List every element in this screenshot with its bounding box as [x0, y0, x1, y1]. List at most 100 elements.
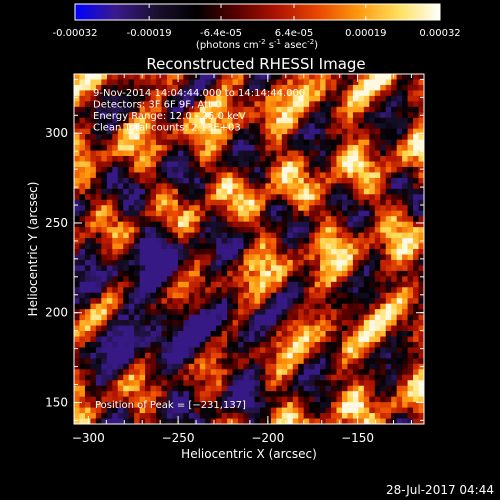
heatmap-cell [194, 95, 201, 102]
heatmap-cell [396, 331, 403, 337]
heatmap-cell [325, 112, 332, 119]
heatmap-cell [287, 374, 294, 381]
heatmap-cell [336, 172, 343, 179]
heatmap-cell [391, 402, 397, 408]
heatmap-cell [374, 145, 381, 151]
heatmap-cell [259, 418, 266, 424]
heatmap-cell [374, 254, 381, 261]
heatmap-cell [341, 74, 348, 80]
heatmap-cell [172, 292, 179, 299]
colorbar-units: (photons cm-2 s-1 asec-2) [196, 38, 318, 51]
heatmap-cell [363, 101, 370, 108]
heatmap-cell [374, 139, 381, 146]
heatmap-cell [194, 254, 201, 261]
heatmap-cell [249, 259, 255, 266]
heatmap-cell [287, 79, 294, 86]
heatmap-cell [309, 172, 315, 179]
heatmap-cell [161, 150, 168, 157]
heatmap-cell [418, 254, 424, 261]
heatmap-cell [183, 183, 190, 190]
heatmap-cell [249, 183, 255, 190]
heatmap-cell [254, 325, 261, 332]
heatmap-cell [227, 391, 233, 397]
heatmap-cell [314, 402, 321, 408]
heatmap-cell [249, 358, 255, 365]
heatmap-cell [194, 210, 201, 217]
heatmap-cell [139, 331, 146, 337]
heatmap-cell [139, 407, 146, 414]
heatmap-cell [188, 172, 195, 179]
heatmap-cell [298, 199, 304, 206]
heatmap-cell [418, 358, 424, 365]
heatmap-cell [396, 238, 403, 244]
heatmap-cell [84, 374, 91, 381]
heatmap-cell [161, 336, 168, 343]
heatmap-cell [161, 259, 168, 266]
heatmap-cell [314, 79, 321, 86]
heatmap-cell [172, 74, 179, 80]
heatmap-cell [150, 407, 157, 414]
heatmap-cell [243, 210, 250, 217]
heatmap-cell [101, 221, 108, 228]
heatmap-cell [298, 292, 304, 299]
heatmap-cell [95, 188, 102, 195]
heatmap-cell [298, 128, 304, 135]
heatmap-cell [254, 194, 261, 201]
heatmap-cell [199, 380, 206, 387]
heatmap-cell [243, 172, 250, 179]
heatmap-cell [325, 128, 332, 135]
heatmap-cell [161, 358, 168, 365]
heatmap-cell [243, 177, 250, 184]
heatmap-cell [341, 314, 348, 321]
heatmap-cell [380, 341, 387, 348]
heatmap-cell [221, 156, 228, 162]
heatmap-cell [161, 177, 168, 184]
heatmap-cell [205, 270, 212, 277]
heatmap-cell [101, 281, 108, 288]
heatmap-cell [352, 134, 359, 140]
heatmap-cell [216, 363, 222, 370]
heatmap-cell [101, 183, 108, 190]
heatmap-cell [216, 95, 222, 102]
heatmap-cell [363, 74, 370, 80]
heatmap-cell [352, 117, 359, 124]
heatmap-cell [374, 325, 381, 332]
heatmap-cell [232, 298, 239, 304]
heatmap-cell [95, 243, 102, 250]
heatmap-cell [276, 216, 283, 222]
heatmap-cell [281, 402, 288, 408]
heatmap-cell [221, 391, 228, 397]
heatmap-cell [139, 161, 146, 168]
heatmap-cell [265, 369, 272, 376]
heatmap-cell [161, 74, 168, 80]
heatmap-cell [74, 347, 80, 354]
heatmap-cell [74, 380, 80, 387]
heatmap-cell [314, 309, 321, 315]
heatmap-cell [358, 221, 365, 228]
heatmap-cell [276, 139, 283, 146]
heatmap-cell [117, 402, 124, 408]
heatmap-cell [95, 145, 102, 151]
heatmap-cell [413, 227, 419, 233]
heatmap-cell [106, 249, 113, 255]
heatmap-cell [95, 232, 102, 239]
heatmap-cell [341, 309, 348, 315]
heatmap-cell [112, 254, 119, 261]
heatmap-cell [227, 194, 233, 201]
heatmap-cell [298, 95, 304, 102]
heatmap-cell [172, 205, 179, 212]
heatmap-cell [363, 161, 370, 168]
heatmap-cell [194, 380, 201, 387]
heatmap-cell [106, 358, 113, 365]
heatmap-cell [380, 331, 387, 337]
heatmap-cell [156, 418, 162, 424]
heatmap-cell [320, 194, 326, 201]
heatmap-cell [188, 199, 195, 206]
heatmap-cell [309, 314, 315, 321]
heatmap-cell [341, 347, 348, 354]
heatmap-cell [341, 287, 348, 294]
heatmap-cell [84, 227, 91, 233]
heatmap-cell [352, 363, 359, 370]
heatmap-cell [74, 188, 80, 195]
heatmap-cell [352, 139, 359, 146]
